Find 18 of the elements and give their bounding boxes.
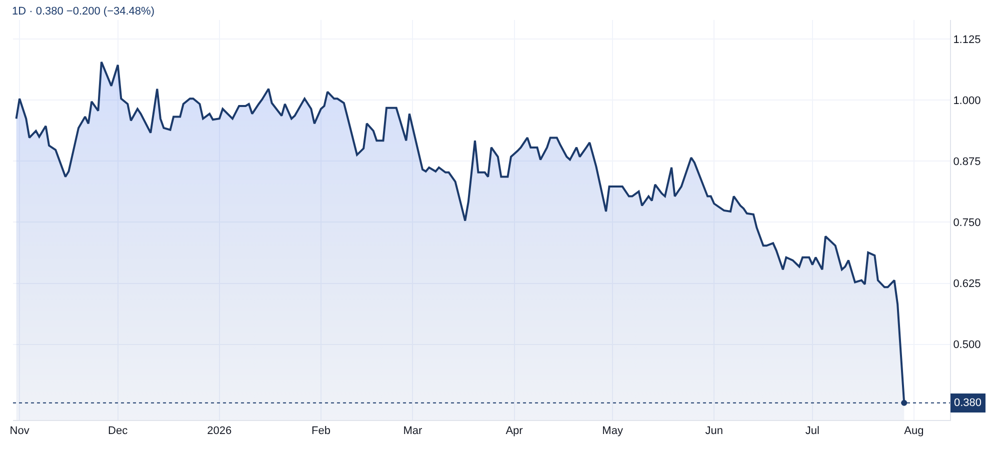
y-tick-label: 0.625 [953, 278, 981, 290]
x-tick-label: Mar [403, 425, 423, 438]
ref-line-label: 0.380 [954, 397, 982, 409]
x-tick-label: Jul [805, 425, 820, 438]
y-tick-label: 0.500 [953, 339, 981, 352]
x-tick-label: May [602, 425, 624, 438]
y-tick-label: 0.875 [953, 156, 981, 168]
chart-title: 1D · 0.380 −0.200 (−34.48%) [12, 6, 154, 18]
x-tick-label: Feb [311, 425, 330, 438]
x-tick-label: Apr [506, 425, 524, 438]
x-tick-label: Nov [10, 425, 30, 438]
y-tick-label: 0.750 [953, 217, 981, 230]
x-tick-label: Jun [705, 425, 723, 438]
y-tick-label: 1.000 [953, 94, 981, 107]
x-tick-label: Dec [108, 425, 128, 438]
y-tick-label: 1.125 [953, 34, 981, 46]
x-tick-label: 2026 [207, 425, 232, 438]
x-tick-label: Aug [904, 425, 924, 438]
